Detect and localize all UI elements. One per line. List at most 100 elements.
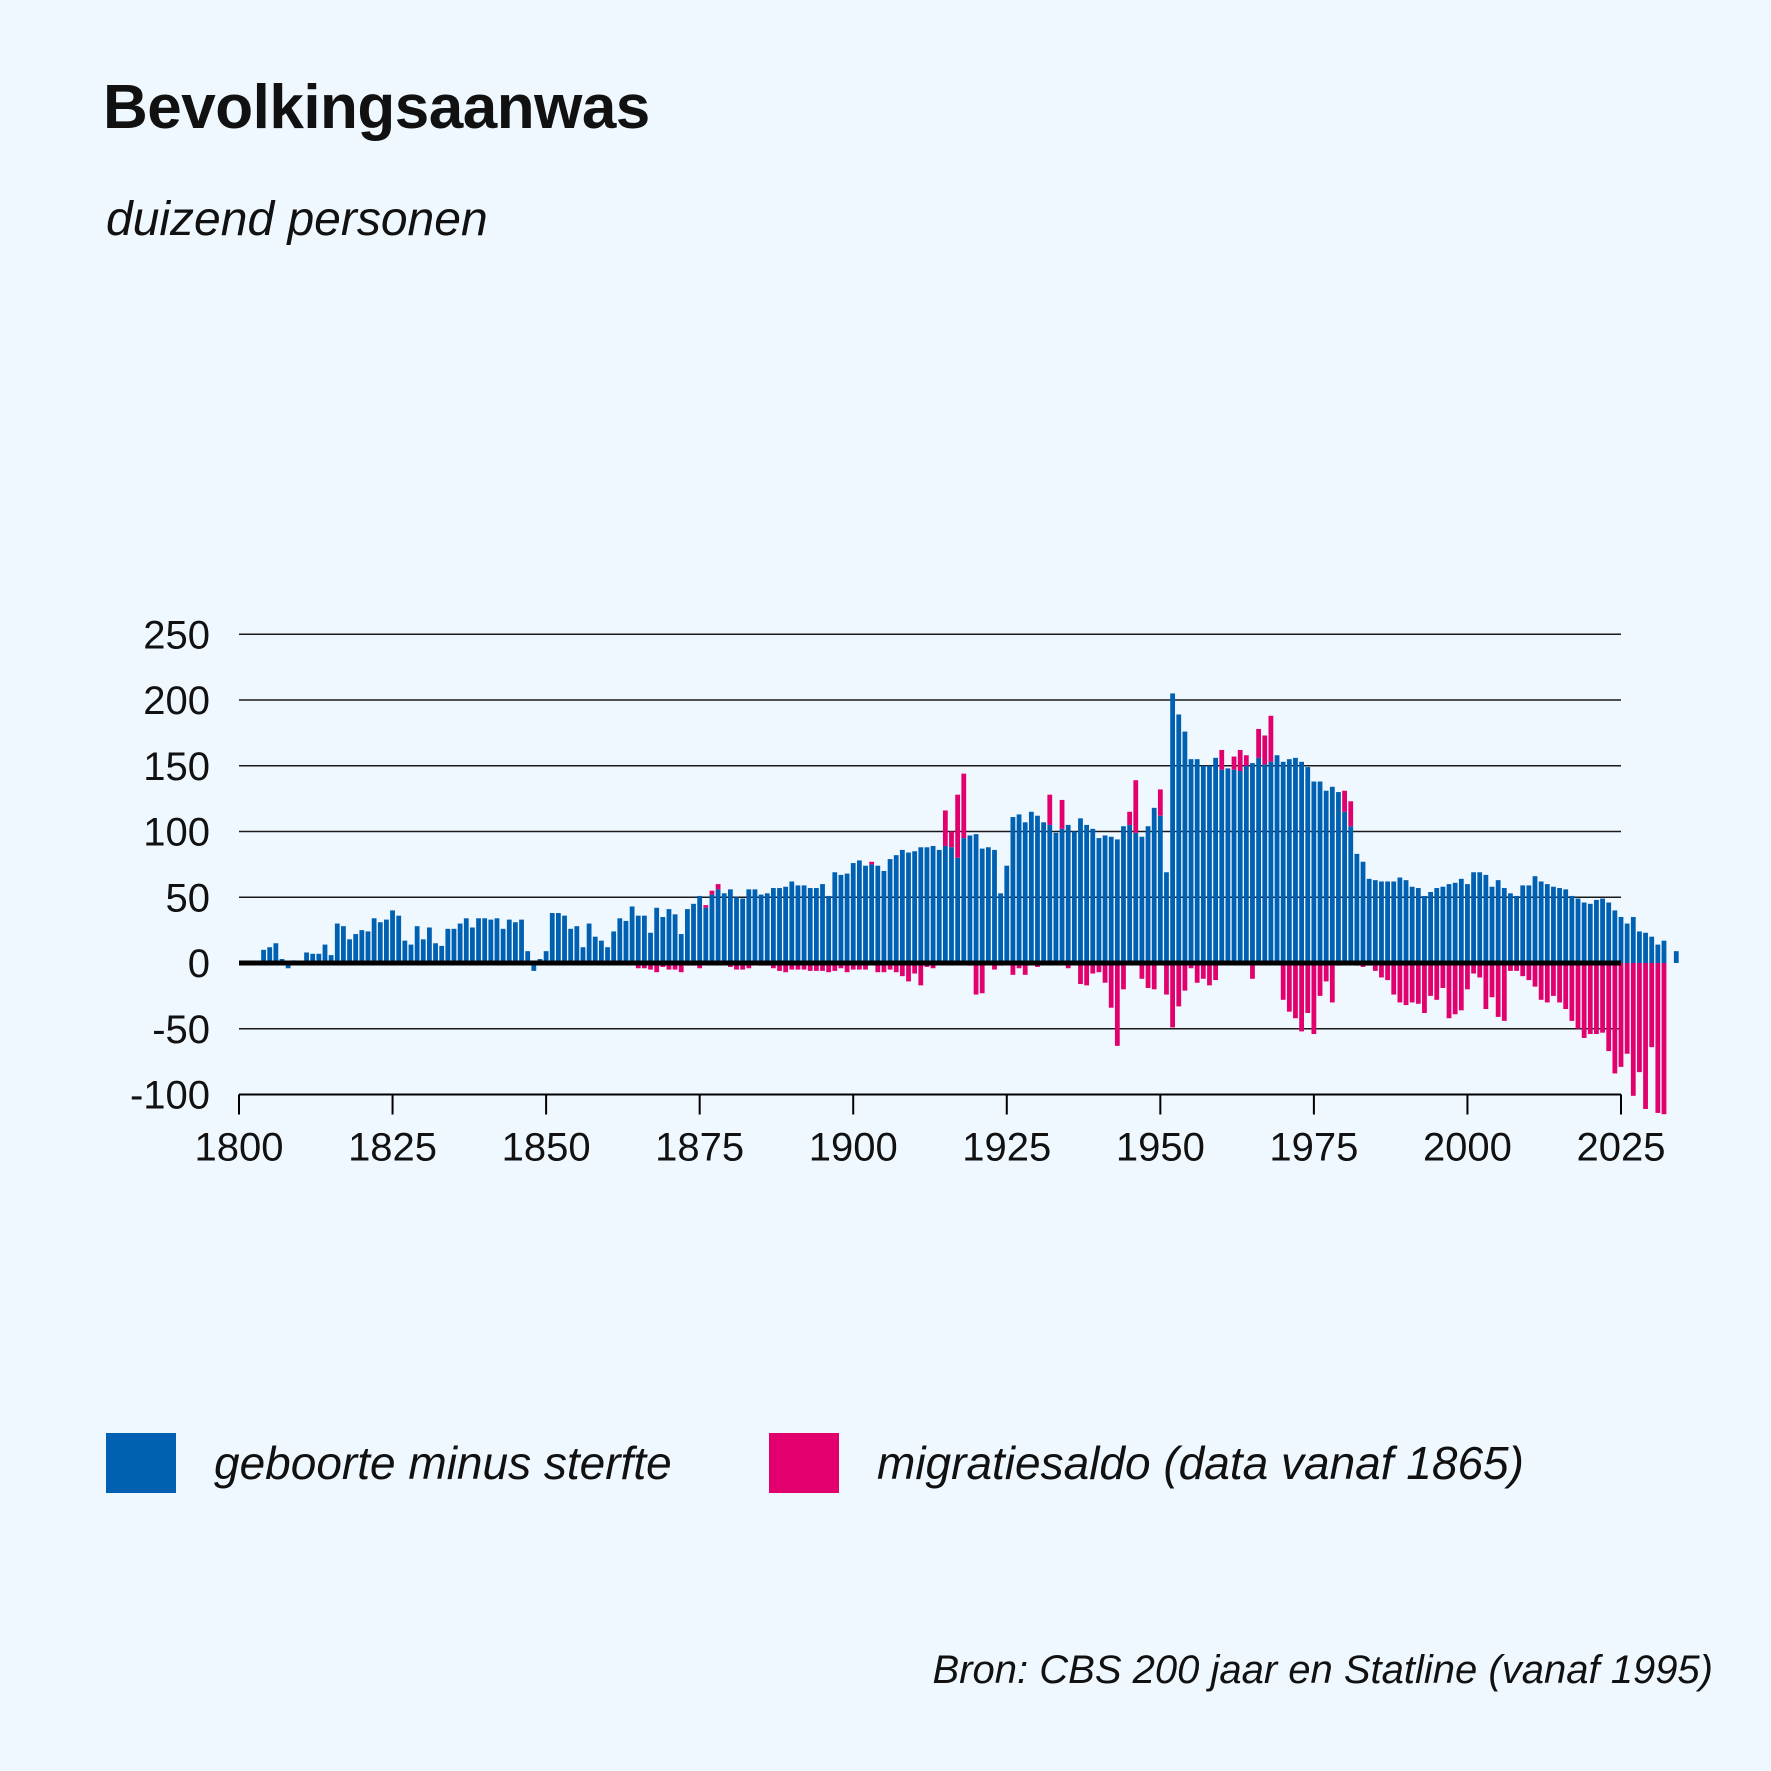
bar-migration bbox=[1458, 963, 1464, 1011]
bar-natural bbox=[341, 926, 346, 963]
y-axis-unit-label: duizend personen bbox=[106, 193, 488, 246]
bar-migration bbox=[832, 963, 838, 971]
bar-migration bbox=[1471, 963, 1476, 974]
bar-natural bbox=[1121, 826, 1126, 963]
bar-migration bbox=[795, 963, 801, 970]
bar-natural bbox=[1176, 714, 1182, 963]
bar-migration bbox=[1114, 963, 1120, 1046]
bar-natural bbox=[1551, 886, 1556, 963]
bar-migration bbox=[820, 963, 825, 971]
bar-natural bbox=[1354, 853, 1360, 963]
bar-natural bbox=[1317, 781, 1323, 963]
legend: geboorte minus sterfte migratiesaldo (da… bbox=[0, 1433, 1771, 1503]
bar-migration bbox=[906, 963, 911, 982]
bar-natural bbox=[1520, 885, 1526, 963]
bar-migration bbox=[1600, 963, 1605, 1033]
bar-natural bbox=[1471, 872, 1476, 963]
bar-natural bbox=[893, 855, 899, 963]
bar-natural bbox=[641, 915, 647, 963]
bar-natural bbox=[1483, 874, 1489, 963]
bar-natural bbox=[519, 919, 524, 963]
bar-natural bbox=[678, 934, 684, 963]
bar-natural bbox=[727, 889, 733, 963]
bar-migration bbox=[1379, 963, 1384, 978]
bar-natural bbox=[924, 847, 930, 963]
bar-migration bbox=[1108, 963, 1114, 1008]
bar-migration bbox=[715, 884, 721, 890]
bar-natural bbox=[764, 893, 770, 963]
bar-migration bbox=[1415, 963, 1421, 1004]
bar-migration bbox=[1157, 789, 1163, 816]
bar-natural bbox=[384, 919, 389, 963]
y-tick-label: 50 bbox=[166, 876, 211, 920]
bar-natural bbox=[777, 888, 782, 963]
bar-migration bbox=[949, 831, 954, 848]
bar-migration bbox=[1286, 963, 1292, 1012]
bar-natural bbox=[1366, 878, 1372, 963]
x-tick-label: 1900 bbox=[809, 1126, 898, 1170]
bar-natural bbox=[273, 943, 279, 963]
bar-migration bbox=[955, 794, 961, 858]
bar-natural bbox=[470, 927, 475, 963]
bar-natural bbox=[1581, 902, 1587, 963]
bar-migration bbox=[1016, 963, 1022, 969]
bar-migration bbox=[992, 963, 997, 970]
bar-natural bbox=[1262, 764, 1268, 963]
bar-natural bbox=[1495, 880, 1501, 963]
bar-natural bbox=[365, 931, 371, 963]
bar-natural bbox=[359, 930, 365, 964]
bar-migration bbox=[1477, 963, 1483, 978]
x-tick-label: 1975 bbox=[1269, 1126, 1358, 1170]
bar-natural bbox=[1440, 886, 1446, 963]
bar-natural bbox=[1157, 815, 1163, 963]
bar-natural bbox=[1372, 880, 1378, 963]
bar-natural bbox=[850, 863, 856, 963]
bar-natural bbox=[1268, 761, 1274, 963]
bar-natural bbox=[420, 939, 426, 963]
x-tick-label: 1850 bbox=[502, 1126, 591, 1170]
bar-natural bbox=[1477, 872, 1483, 963]
bar-natural bbox=[1532, 876, 1538, 963]
bar-natural bbox=[1415, 888, 1421, 963]
bar-migration bbox=[1606, 963, 1612, 1052]
bar-natural bbox=[1434, 888, 1440, 963]
bar-natural bbox=[887, 859, 893, 963]
bar-natural bbox=[789, 881, 795, 963]
bar-migration bbox=[1612, 963, 1618, 1074]
bar-migration bbox=[869, 861, 875, 865]
bar-migration bbox=[1127, 811, 1133, 825]
bar-migration bbox=[777, 963, 782, 971]
bar-migration bbox=[863, 963, 868, 970]
bar-migration bbox=[654, 963, 660, 973]
bar-migration bbox=[1348, 801, 1354, 827]
bar-migration bbox=[1121, 963, 1126, 990]
bar-natural bbox=[1575, 898, 1581, 964]
bar-natural bbox=[451, 928, 457, 963]
bar-natural bbox=[1360, 861, 1366, 963]
bar-natural bbox=[844, 873, 850, 963]
bar-migration bbox=[1250, 963, 1255, 979]
bar-natural bbox=[1213, 757, 1219, 963]
bar-migration bbox=[1182, 963, 1188, 991]
bar-natural bbox=[660, 916, 666, 963]
bar-natural bbox=[666, 909, 672, 963]
bar-natural bbox=[1385, 881, 1390, 963]
bar-natural bbox=[261, 949, 266, 963]
bar-migration bbox=[1563, 963, 1569, 1010]
bar-natural bbox=[1538, 881, 1544, 963]
bar-natural bbox=[1569, 895, 1575, 963]
bar-migration bbox=[1323, 963, 1329, 982]
bar-migration bbox=[648, 963, 653, 970]
bar-natural bbox=[930, 845, 936, 963]
bar-migration bbox=[826, 963, 832, 973]
bar-migration bbox=[1305, 963, 1311, 1013]
legend-swatch-migration bbox=[769, 1433, 839, 1493]
bars bbox=[261, 693, 1679, 1115]
bar-natural bbox=[906, 852, 911, 963]
bar-natural bbox=[875, 865, 881, 963]
bar-natural bbox=[1182, 731, 1188, 963]
bar-natural bbox=[967, 835, 973, 963]
bar-migration bbox=[1532, 963, 1538, 987]
bar-natural bbox=[1280, 761, 1286, 963]
bar-natural bbox=[1231, 769, 1237, 963]
